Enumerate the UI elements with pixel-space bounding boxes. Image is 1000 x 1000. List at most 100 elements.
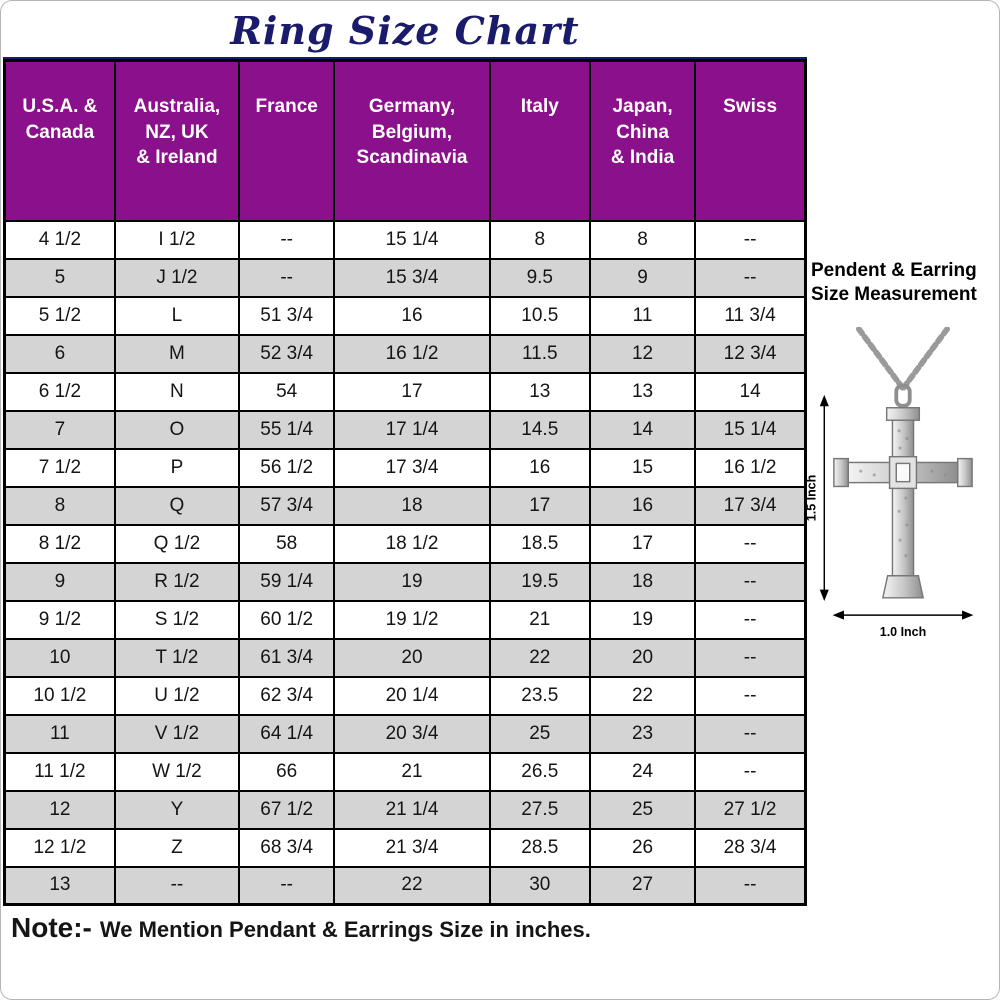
- table-cell: 64 1/4: [238, 713, 336, 754]
- table-row: 5 1/2 L 51 3/4 16 10.5 11 11 3/4: [3, 295, 807, 336]
- table-cell: 11: [3, 713, 116, 754]
- table-cell: --: [694, 751, 807, 792]
- table-cell: --: [238, 219, 336, 260]
- pendant-section-heading: Pendent & Earring Size Measurement: [811, 260, 977, 305]
- table-cell: --: [694, 599, 807, 640]
- column-header-swiss: Swiss: [694, 59, 807, 222]
- chart-column: Ring Size Chart U.S.A. & Canada Australi…: [3, 3, 807, 952]
- table-row: 12 1/2 Z 68 3/4 21 3/4 28.5 26 28 3/4: [3, 827, 807, 868]
- table-cell: --: [694, 257, 807, 298]
- table-cell: 16: [488, 447, 591, 488]
- table-cell: 51 3/4: [238, 295, 336, 336]
- table-cell: 20 3/4: [333, 713, 491, 754]
- table-cell: 11 1/2: [3, 751, 116, 792]
- table-cell: 62 3/4: [238, 675, 336, 716]
- height-arrow: [819, 394, 829, 601]
- table-row: 8 1/2 Q 1/2 58 18 1/2 18.5 17 --: [3, 523, 807, 564]
- table-cell: --: [694, 713, 807, 754]
- table-cell: 9: [588, 257, 697, 298]
- table-cell: 66: [238, 751, 336, 792]
- table-cell: 12 1/2: [3, 827, 116, 868]
- table-cell: 17: [488, 485, 591, 526]
- table-cell: 22: [588, 675, 697, 716]
- table-cell: N: [113, 371, 241, 412]
- table-cell: 24: [588, 751, 697, 792]
- table-cell: 19: [588, 599, 697, 640]
- table-cell: 8: [488, 219, 591, 260]
- table-cell: --: [694, 675, 807, 716]
- note: Note:- We Mention Pendant & Earrings Siz…: [3, 906, 807, 952]
- table-cell: 58: [238, 523, 336, 564]
- table-row: 12 Y 67 1/2 21 1/4 27.5 25 27 1/2: [3, 789, 807, 830]
- crystal-dots: [859, 428, 947, 557]
- width-arrow: [832, 610, 974, 620]
- column-header-france: France: [238, 59, 336, 222]
- table-cell: 19.5: [488, 561, 591, 602]
- table-cell: 21: [333, 751, 491, 792]
- table-cell: 17: [333, 371, 491, 412]
- pendant-illustration: 1.5 Inch 1.0 Inch: [807, 326, 974, 639]
- table-cell: 18 1/2: [333, 523, 491, 564]
- table-cell: T 1/2: [113, 637, 241, 678]
- table-cell: 9: [3, 561, 116, 602]
- table-cell: 67 1/2: [238, 789, 336, 830]
- table-cell: --: [694, 219, 807, 260]
- table-cell: 14: [588, 409, 697, 450]
- table-cell: --: [694, 523, 807, 564]
- table-cell: 12: [588, 333, 697, 374]
- table-cell: Y: [113, 789, 241, 830]
- table-cell: 28.5: [488, 827, 591, 868]
- table-cell: --: [113, 865, 241, 906]
- table-cell: 13: [588, 371, 697, 412]
- table-header: U.S.A. & Canada Australia, NZ, UK & Irel…: [3, 59, 807, 222]
- table-cell: 18: [588, 561, 697, 602]
- table-cell: S 1/2: [113, 599, 241, 640]
- table-cell: --: [238, 865, 336, 906]
- table-cell: 16: [588, 485, 697, 526]
- table-cell: 7 1/2: [3, 447, 116, 488]
- table-row: 8 Q 57 3/4 18 17 16 17 3/4: [3, 485, 807, 526]
- column-header-japan-china-india: Japan, China & India: [588, 59, 697, 222]
- cross-pendant-icon: [833, 406, 973, 599]
- pendant-bail-icon: [894, 383, 912, 408]
- table-cell: 27.5: [488, 789, 591, 830]
- column-header-italy: Italy: [488, 59, 591, 222]
- table-row: 11 1/2 W 1/2 66 21 26.5 24 --: [3, 751, 807, 792]
- table-cell: --: [694, 637, 807, 678]
- table-cell: 25: [588, 789, 697, 830]
- table-cell: 9 1/2: [3, 599, 116, 640]
- table-cell: 12 3/4: [694, 333, 807, 374]
- table-cell: 15 1/4: [694, 409, 807, 450]
- table-cell: 15 3/4: [333, 257, 491, 298]
- table-cell: 6 1/2: [3, 371, 116, 412]
- table-cell: 13: [3, 865, 116, 906]
- table-cell: 54: [238, 371, 336, 412]
- table-cell: 20: [333, 637, 491, 678]
- table-row: 6 1/2 N 54 17 13 13 14: [3, 371, 807, 412]
- table-cell: 23.5: [488, 675, 591, 716]
- table-cell: 15: [588, 447, 697, 488]
- table-cell: 16: [333, 295, 491, 336]
- table-cell: 22: [488, 637, 591, 678]
- table-cell: 26: [588, 827, 697, 868]
- table-cell: --: [238, 257, 336, 298]
- table-cell: 68 3/4: [238, 827, 336, 868]
- table-cell: V 1/2: [113, 713, 241, 754]
- table-cell: O: [113, 409, 241, 450]
- table-cell: Q 1/2: [113, 523, 241, 564]
- table-cell: 10: [3, 637, 116, 678]
- table-cell: 18.5: [488, 523, 591, 564]
- table-cell: M: [113, 333, 241, 374]
- table-cell: 12: [3, 789, 116, 830]
- table-cell: 11 3/4: [694, 295, 807, 336]
- table-cell: 57 3/4: [238, 485, 336, 526]
- table-cell: 13: [488, 371, 591, 412]
- table-cell: 25: [488, 713, 591, 754]
- table-cell: 14: [694, 371, 807, 412]
- column-header-germany-belgium-scandinavia: Germany, Belgium, Scandinavia: [333, 59, 491, 222]
- page-title: Ring Size Chart: [3, 3, 807, 59]
- table-row: 6 M 52 3/4 16 1/2 11.5 12 12 3/4: [3, 333, 807, 374]
- table-cell: --: [694, 561, 807, 602]
- table-cell: 23: [588, 713, 697, 754]
